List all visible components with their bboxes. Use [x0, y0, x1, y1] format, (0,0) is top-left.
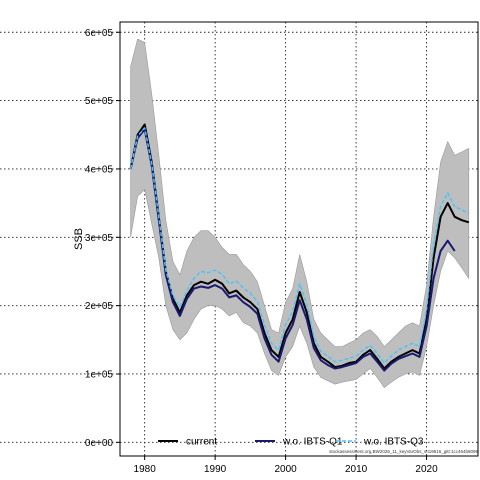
- legend-label-2: w.o. IBTS-Q3: [363, 437, 424, 448]
- series-line-2: [129, 127, 470, 364]
- y-tick-label-4: 4e+05: [85, 164, 114, 175]
- y-tick-label-3: 3e+05: [85, 233, 114, 244]
- plot-frame: [119, 21, 479, 457]
- legend-label-0: current: [186, 437, 217, 448]
- y-axis-label: SSB: [73, 228, 85, 250]
- legend: current w.o. IBTS-Q1 w.o. IBTS-Q3: [158, 437, 424, 448]
- legend-label-1: w.o. IBTS-Q1: [282, 437, 343, 448]
- x-tick-label-2010: 2010: [345, 464, 368, 475]
- x-tick-label-2000: 2000: [274, 464, 297, 475]
- watermark-text: stockassessment.org,BW2026_11_keyVarObs_…: [329, 449, 478, 454]
- x-tick-label-1980: 1980: [134, 464, 157, 475]
- series-lines-layer: [129, 123, 470, 372]
- y-tick-label-5: 5e+05: [85, 96, 114, 107]
- confidence-band-layer: [130, 38, 470, 389]
- confidence-band: [130, 38, 470, 389]
- y-tick-label-0: 0e+00: [85, 438, 114, 449]
- x-tick-label-2020: 2020: [415, 464, 438, 475]
- grid-lines: [0, 22, 478, 456]
- axes: 1980 1990 2000 2010 2020 0e+00 1e+05 2e+05 3e+05…: [85, 28, 438, 475]
- y-tick-label-1: 1e+05: [85, 369, 114, 380]
- series-line-1: [129, 128, 456, 372]
- y-tick-label-6: 6e+05: [85, 28, 114, 39]
- y-tick-label-2: 2e+05: [85, 301, 114, 312]
- series-line-0: [129, 123, 470, 370]
- x-tick-label-1990: 1990: [204, 464, 227, 475]
